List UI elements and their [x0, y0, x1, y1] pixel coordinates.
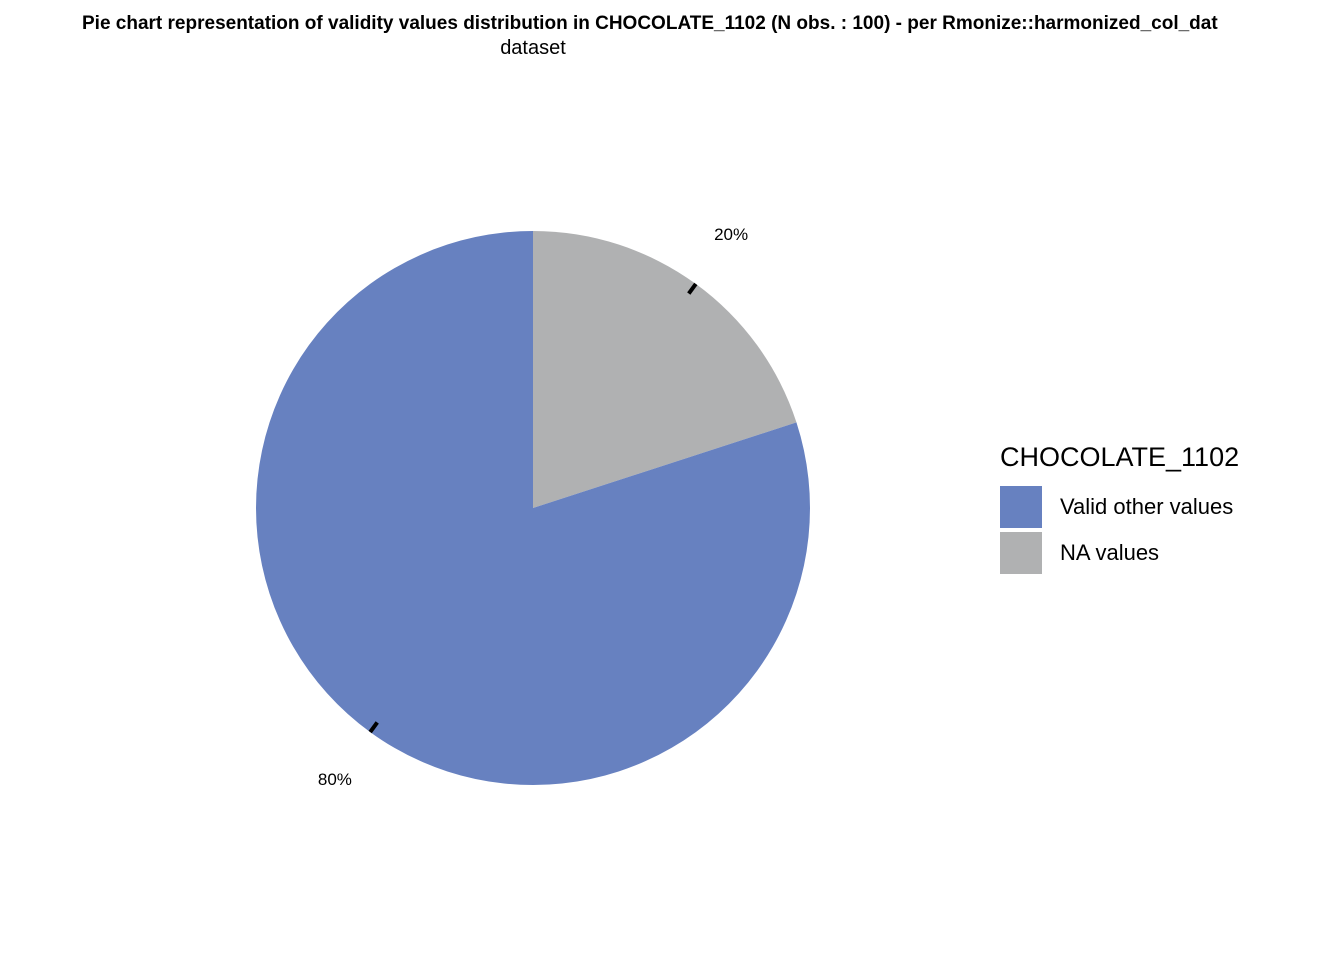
legend-item-valid: Valid other values [1000, 484, 1239, 530]
legend: CHOCOLATE_1102 Valid other values NA val… [1000, 440, 1239, 576]
slice-label-valid: 80% [318, 770, 352, 789]
slice-label-na: 20% [714, 225, 748, 244]
legend-label-na: NA values [1060, 540, 1160, 565]
chart-subtitle: dataset [500, 37, 566, 59]
chart-title: Pie chart representation of validity val… [82, 13, 1218, 34]
legend-item-na: NA values [1000, 530, 1239, 576]
slice-tick-valid [368, 721, 379, 734]
slice-tick-na [687, 282, 698, 295]
slice-na-values [533, 231, 797, 508]
legend-label-valid: Valid other values [1060, 494, 1234, 519]
legend-key-valid [1000, 486, 1042, 528]
legend-title: CHOCOLATE_1102 [1000, 442, 1240, 472]
slice-valid-other-values [255, 231, 810, 785]
legend-key-na [1000, 532, 1042, 574]
